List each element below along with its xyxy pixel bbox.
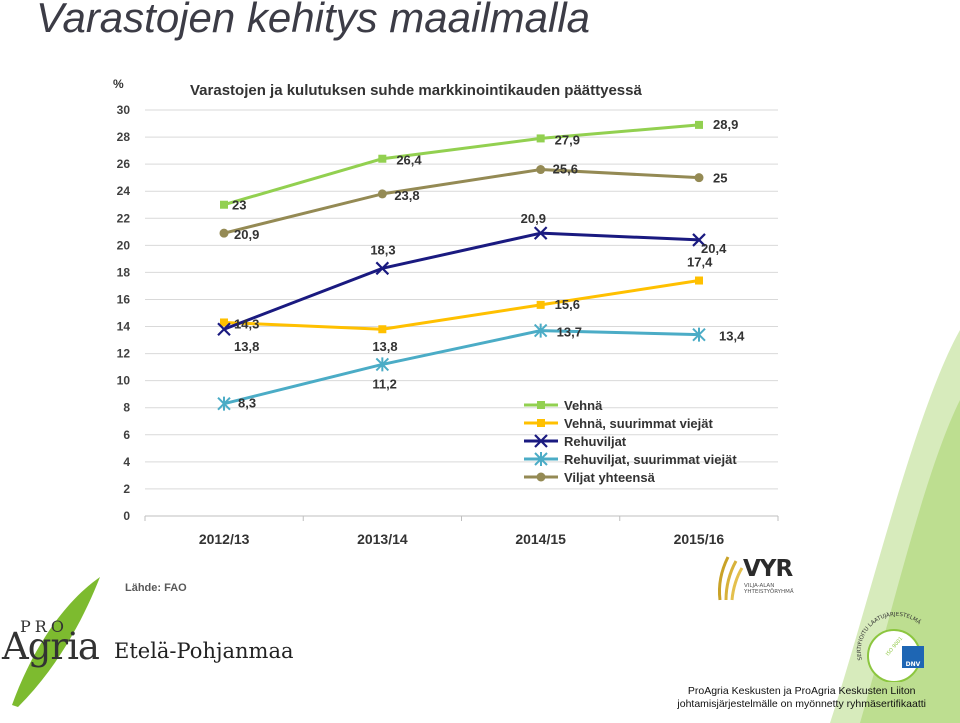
data-label: 8,3 — [238, 396, 256, 411]
data-label: 17,4 — [687, 255, 713, 270]
footer-line-1: ProAgria Keskusten ja ProAgria Keskusten… — [687, 685, 916, 697]
data-label: 27,9 — [555, 132, 580, 147]
data-label: 26,4 — [396, 153, 422, 168]
data-label: 23,8 — [394, 188, 419, 203]
vyr-logo-subtitle: VILJA-ALAN YHTEISTYÖRYHMÄ — [744, 583, 794, 595]
data-label: 20,9 — [234, 227, 259, 242]
legend-label: Rehuviljat, suurimmat viejät — [564, 452, 737, 467]
legend-label: Vehnä, suurimmat viejät — [564, 416, 714, 431]
certificate-seal-icon: SERTIFIOITU LAATUJÄRJESTELMÄ ISO 9001 DN… — [857, 611, 924, 683]
y-tick-label: 2 — [123, 482, 130, 496]
proagria-logo: PRO Agria Etelä-Pohjanmaa — [0, 575, 300, 723]
legend-marker — [537, 419, 545, 427]
y-tick-label: 4 — [123, 455, 130, 469]
data-label: 20,4 — [701, 241, 727, 256]
series-line — [223, 168, 700, 235]
data-point — [378, 325, 387, 334]
green-band-decoration — [830, 330, 960, 723]
y-tick-label: 8 — [123, 401, 130, 415]
data-point — [220, 318, 228, 327]
x-tick-label: 2015/16 — [674, 531, 725, 547]
data-point — [536, 300, 545, 309]
footer-text: ProAgria Keskusten ja ProAgria Keskusten… — [677, 685, 926, 711]
legend-label: Rehuviljat — [564, 434, 627, 449]
data-point — [536, 165, 546, 175]
x-tick-label: 2013/14 — [357, 531, 408, 547]
series-line — [223, 231, 700, 331]
y-axis-label: % — [113, 77, 124, 91]
series-line — [223, 329, 700, 406]
data-label: 28,9 — [713, 117, 738, 132]
cert-dnv-text: DNV — [906, 661, 921, 668]
data-point — [219, 228, 229, 238]
data-label: 14,3 — [234, 316, 259, 331]
data-point — [692, 233, 706, 247]
data-label: 25 — [713, 171, 727, 186]
y-tick-label: 10 — [117, 374, 131, 388]
proagria-pro-text: PRO — [20, 617, 68, 636]
y-tick-label: 16 — [117, 292, 131, 306]
slide-title: Varastojen kehitys maailmalla — [36, 0, 591, 41]
data-label: 13,8 — [234, 339, 259, 354]
source-label: Lähde: FAO — [125, 582, 187, 594]
legend-marker — [536, 472, 546, 482]
x-tick-label: 2014/15 — [515, 531, 566, 547]
data-label: 20,9 — [521, 211, 546, 226]
data-point — [377, 189, 387, 199]
data-point — [217, 322, 231, 337]
data-label: 25,6 — [553, 162, 578, 177]
y-tick-label: 20 — [117, 238, 131, 252]
proagria-region-text: Etelä-Pohjanmaa — [114, 639, 294, 663]
data-point — [375, 261, 390, 276]
y-tick-label: 12 — [117, 347, 131, 361]
data-point — [375, 357, 390, 372]
y-tick-label: 6 — [123, 428, 130, 442]
data-label: 23 — [232, 198, 246, 213]
data-point — [217, 396, 231, 411]
legend-label: Vehnä — [564, 398, 603, 413]
data-point — [378, 154, 387, 163]
legend-label: Viljat yhteensä — [564, 470, 656, 485]
leaf-icon — [12, 577, 100, 707]
vyr-logo-text: VYR — [743, 556, 793, 582]
series-line — [223, 279, 700, 331]
y-tick-label: 14 — [117, 320, 131, 334]
legend-marker — [534, 434, 548, 448]
data-point — [695, 276, 703, 285]
x-tick-label: 2012/13 — [199, 531, 250, 547]
y-tick-label: 22 — [117, 211, 131, 225]
vyr-logo: VYR VILJA-ALAN YHTEISTYÖRYHMÄ — [714, 552, 814, 602]
footer-line-2: johtamisjärjestelmälle on myönnetty ryhm… — [677, 698, 926, 710]
plot-frame — [110, 66, 780, 556]
wheat-icon — [718, 556, 744, 601]
data-label: 13,8 — [372, 339, 397, 354]
chart-title: Varastojen ja kulutuksen suhde markkinoi… — [190, 82, 642, 99]
y-tick-label: 26 — [117, 157, 131, 171]
data-label: 18,3 — [370, 242, 395, 257]
data-label: 13,7 — [557, 325, 582, 340]
y-tick-label: 18 — [117, 265, 131, 279]
data-point — [695, 120, 703, 129]
data-label: 11,2 — [372, 376, 397, 391]
data-point — [533, 226, 548, 240]
series-line — [223, 123, 700, 207]
data-point — [220, 200, 228, 209]
proagria-agria-text: Agria — [2, 625, 100, 668]
data-point — [533, 323, 548, 338]
legend-marker — [534, 452, 548, 466]
data-point — [536, 134, 545, 143]
y-tick-label: 24 — [117, 184, 131, 198]
y-tick-label: 30 — [117, 103, 131, 117]
y-tick-label: 0 — [123, 509, 130, 523]
certification-badge: SERTIFIOITU LAATUJÄRJESTELMÄ ISO 9001 DN… — [852, 611, 936, 683]
legend-marker — [537, 401, 545, 409]
data-point — [692, 327, 706, 342]
data-label: 15,6 — [555, 297, 580, 312]
data-label: 13,4 — [719, 329, 745, 344]
data-point — [694, 173, 704, 183]
y-tick-label: 28 — [117, 130, 131, 144]
